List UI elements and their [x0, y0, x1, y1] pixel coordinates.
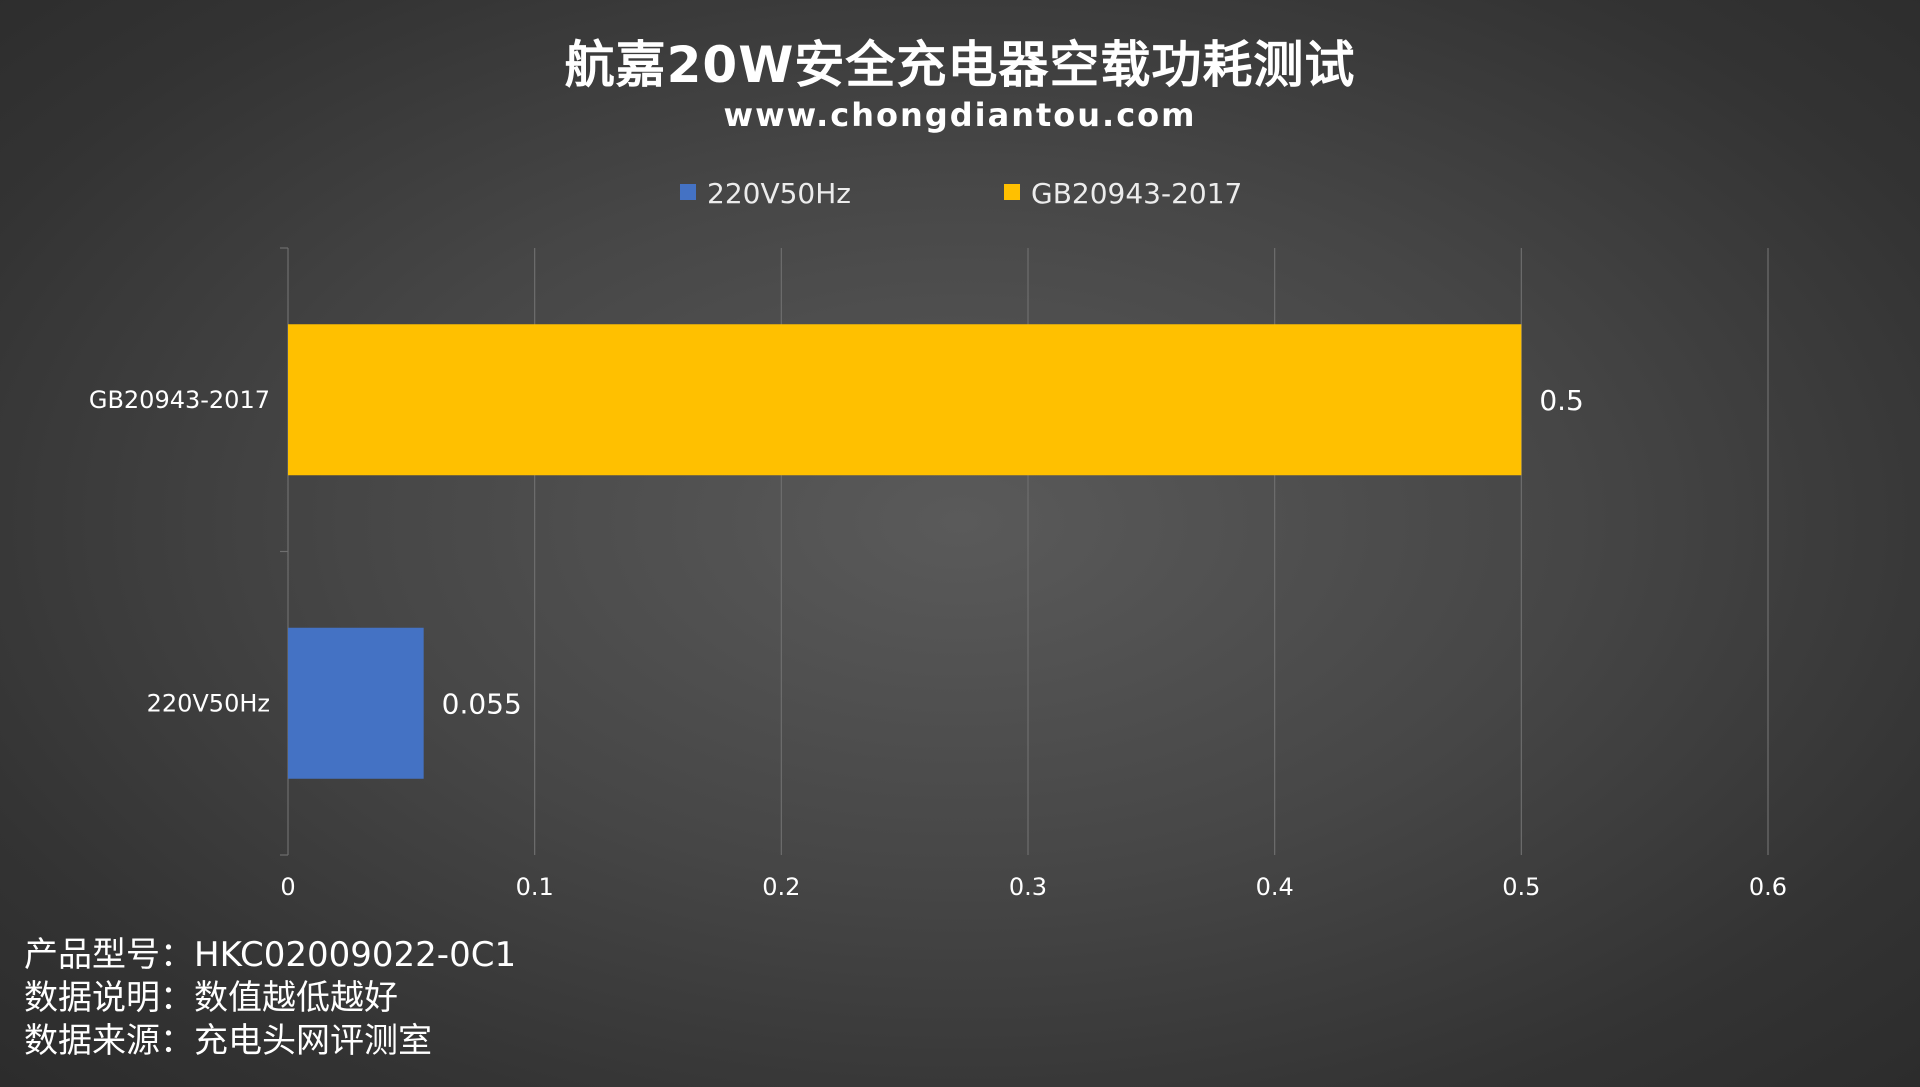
data-label: 0.055	[442, 687, 522, 720]
legend: 220V50Hz GB20943-2017	[680, 177, 1242, 210]
x-tick-label: 0.6	[1749, 873, 1787, 901]
x-tick-label: 0.4	[1256, 873, 1294, 901]
product-model-text: 产品型号：HKC02009022-0C1	[24, 935, 517, 975]
bars	[288, 324, 1522, 779]
data-labels: 0.5 0.055	[442, 384, 1584, 721]
category-label: GB20943-2017	[89, 386, 270, 414]
data-label: 0.5	[1539, 384, 1584, 417]
legend-label-220v50hz: 220V50Hz	[707, 177, 851, 210]
category-label: 220V50Hz	[147, 689, 270, 717]
data-source-text: 数据来源：充电头网评测室	[24, 1021, 432, 1061]
chart-subtitle: www.chongdiantou.com	[723, 96, 1197, 134]
legend-label-gb20943-2017: GB20943-2017	[1031, 177, 1242, 210]
data-note-text: 数据说明：数值越低越好	[24, 978, 398, 1018]
legend-swatch-gb20943-2017	[1004, 184, 1020, 200]
legend-swatch-220v50hz	[680, 184, 696, 200]
bar-gb20943-2017	[288, 324, 1522, 476]
value-axis	[280, 247, 289, 856]
footer-notes: 产品型号：HKC02009022-0C1 数据说明：数值越低越好 数据来源：充电…	[24, 934, 516, 1063]
x-tick-label: 0.3	[1009, 873, 1047, 901]
x-tick-labels: 0 0.1 0.2 0.3 0.4 0.5 0.6	[280, 873, 1787, 901]
category-labels: GB20943-2017 220V50Hz	[89, 386, 270, 718]
x-tick-label: 0	[280, 873, 295, 901]
bar-220v50hz	[288, 627, 424, 779]
x-tick-label: 0.2	[762, 873, 800, 901]
x-tick-label: 0.1	[516, 873, 554, 901]
x-tick-label: 0.5	[1502, 873, 1540, 901]
chart-title: 航嘉20W安全充电器空载功耗测试	[564, 36, 1356, 94]
